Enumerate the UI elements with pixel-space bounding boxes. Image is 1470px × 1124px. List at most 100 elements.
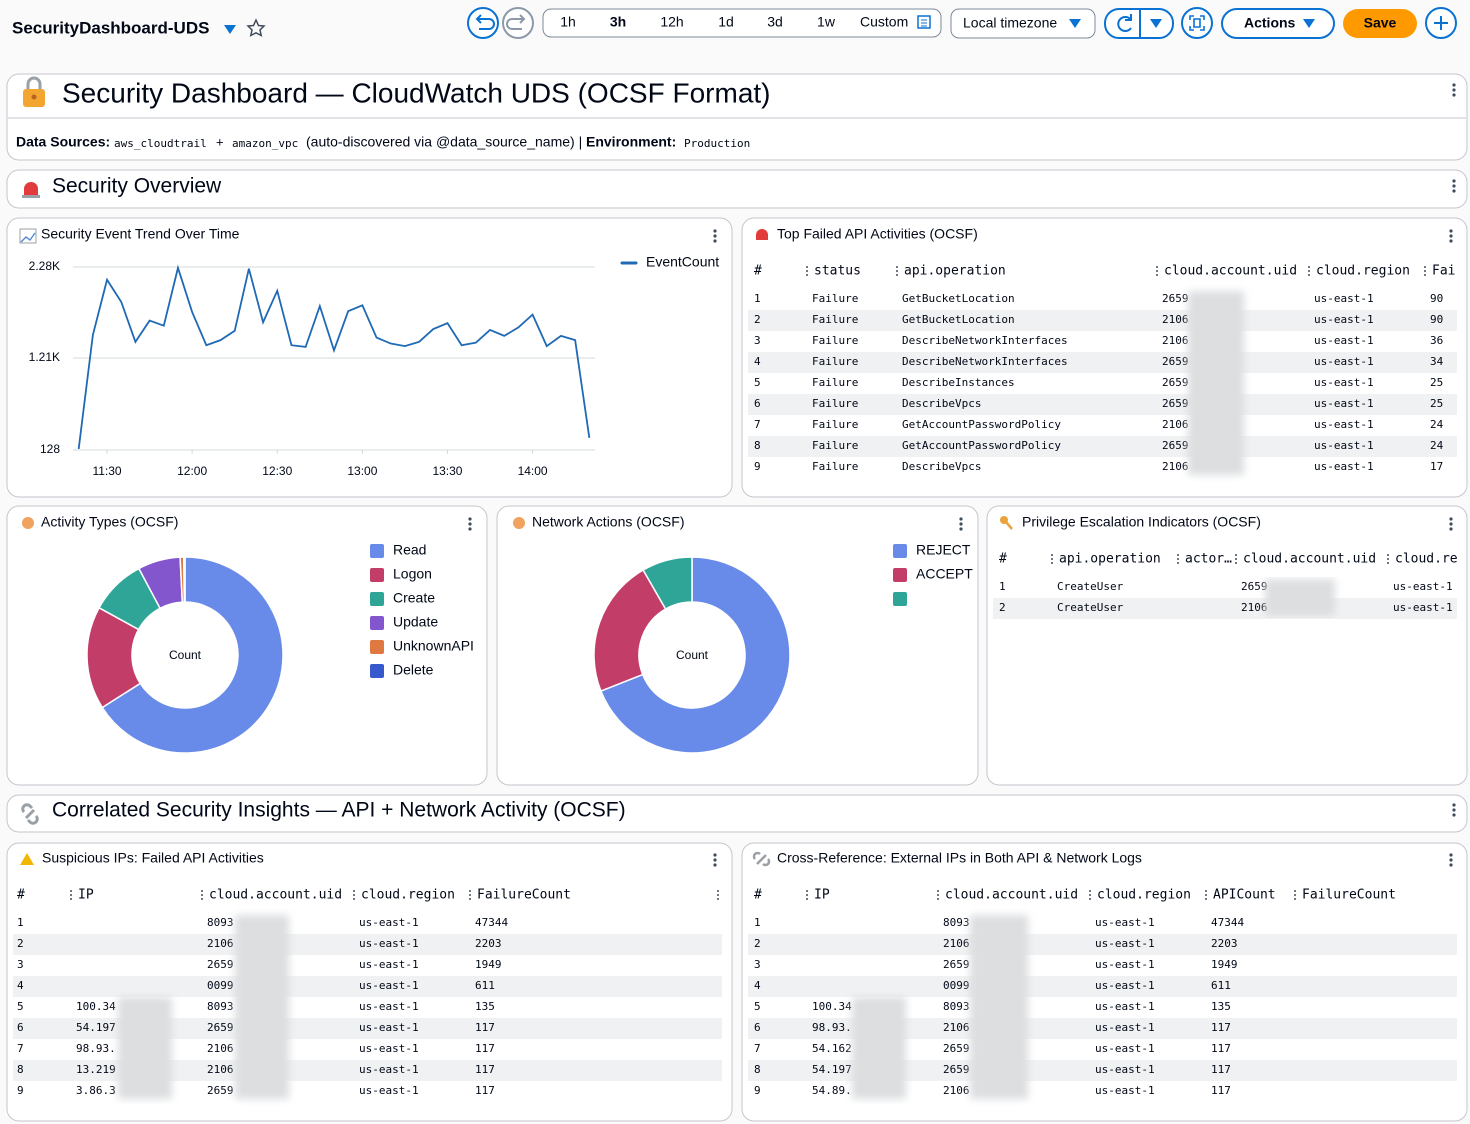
siren-base	[22, 195, 40, 198]
table-cell: 0099	[207, 979, 234, 992]
table-cell: us-east-1	[1095, 916, 1155, 929]
table-cell: 2106	[207, 1042, 234, 1055]
column-header: cloud.region	[1316, 264, 1410, 279]
custom-range[interactable]: Custom	[860, 14, 908, 30]
table-cell: Failure	[812, 313, 858, 326]
column-separator	[469, 890, 471, 892]
column-separator	[1308, 270, 1310, 272]
time-range-option[interactable]: 1d	[718, 14, 734, 30]
table-cell: GetAccountPasswordPolicy	[902, 418, 1061, 431]
column-header: cloud.account.uid	[209, 888, 342, 903]
column-separator	[1205, 894, 1207, 896]
timezone-select[interactable]	[950, 8, 1096, 39]
menu-dot	[468, 527, 472, 531]
column-separator	[1177, 562, 1179, 564]
time-range-option[interactable]: 12h	[660, 14, 683, 30]
time-range-option[interactable]: 3d	[767, 14, 783, 30]
menu-dot	[1452, 813, 1456, 817]
time-range-option[interactable]: 1h	[560, 14, 576, 30]
table-cell: 2106	[943, 1021, 970, 1034]
x-tick-label: 13:00	[347, 464, 377, 478]
column-header: cloud.region	[1097, 888, 1191, 903]
save-button[interactable]	[1343, 9, 1417, 38]
table-cell: 2106	[943, 937, 970, 950]
table-cell: 47344	[475, 916, 508, 929]
row-stripe	[748, 394, 1457, 415]
pie-icon	[513, 517, 525, 529]
time-range-option[interactable]: 3h	[610, 14, 626, 30]
source-name: amazon_vpc	[232, 137, 298, 150]
table-cell: us-east-1	[1314, 376, 1374, 389]
table-cell: 2106	[943, 1084, 970, 1097]
table-cell: 2203	[475, 937, 502, 950]
table-cell: 117	[475, 1021, 495, 1034]
table-cell: us-east-1	[359, 1042, 419, 1055]
widget-title: Top Failed API Activities (OCSF)	[777, 226, 978, 242]
siren-icon	[24, 182, 38, 195]
table-cell: Failure	[812, 292, 858, 305]
table-cell: 100.34	[76, 1000, 116, 1013]
x-tick-label: 11:30	[92, 464, 121, 478]
column-separator	[201, 898, 203, 900]
chart-icon	[20, 232, 36, 243]
column-separator	[201, 894, 203, 896]
column-separator	[1235, 554, 1237, 556]
table-cell: us-east-1	[359, 958, 419, 971]
column-header: cloud.re	[1395, 552, 1458, 567]
table-cell: 5	[754, 1000, 761, 1013]
table-cell: 6	[754, 397, 761, 410]
timezone-label: Local timezone	[963, 15, 1057, 31]
table-cell: us-east-1	[1393, 580, 1453, 593]
table-cell: 2106	[1162, 313, 1189, 326]
star-icon[interactable]	[246, 18, 266, 37]
table-cell: 7	[754, 418, 761, 431]
column-separator	[806, 894, 808, 896]
row-stripe	[748, 352, 1457, 373]
column-separator	[896, 270, 898, 272]
column-separator	[1051, 562, 1053, 564]
table-cell: 117	[475, 1084, 495, 1097]
panel	[6, 794, 1468, 833]
table-cell: 3	[754, 334, 761, 347]
column-separator	[353, 894, 355, 896]
widget-title: Activity Types (OCSF)	[41, 514, 178, 530]
table-cell: us-east-1	[1095, 1000, 1155, 1013]
pie-slice	[183, 556, 186, 603]
table-cell: GetBucketLocation	[902, 292, 1015, 305]
table-cell: 8093	[943, 916, 970, 929]
table-cell: 2106	[1162, 418, 1189, 431]
panel	[986, 505, 1468, 786]
table-cell: 36	[1430, 334, 1443, 347]
undo-button[interactable]	[467, 7, 499, 39]
menu-dot	[1449, 853, 1453, 857]
table-cell: 611	[475, 979, 495, 992]
table-cell: 6	[17, 1021, 24, 1034]
fullscreen-button[interactable]	[1181, 7, 1213, 39]
table-cell: Failure	[812, 376, 858, 389]
pie-center-label: Count	[169, 648, 202, 662]
table-cell: 8	[17, 1063, 24, 1076]
table-cell: 5	[17, 1000, 24, 1013]
column-separator	[1294, 890, 1296, 892]
actions-button[interactable]	[1221, 8, 1335, 39]
table-cell: 611	[1211, 979, 1231, 992]
pie-slice	[101, 556, 284, 754]
dashboard-title: SecurityDashboard-UDS	[12, 18, 209, 37]
column-header: cloud.account.uid	[1164, 264, 1297, 279]
menu-dot	[468, 517, 472, 521]
row-stripe	[748, 934, 1457, 955]
menu-dot	[1449, 522, 1453, 526]
table-cell: 98.93.	[76, 1042, 116, 1055]
table-cell: 24	[1430, 418, 1444, 431]
table-cell: 2106	[207, 937, 234, 950]
source-name: aws_cloudtrail	[114, 137, 207, 150]
redo-button[interactable]	[502, 7, 534, 39]
x-tick-label: 12:30	[262, 464, 292, 478]
table-cell: 2	[17, 937, 24, 950]
table-cell: 1949	[475, 958, 502, 971]
table-cell: 1	[17, 916, 24, 929]
time-range-option[interactable]: 1w	[817, 14, 836, 30]
table-cell: us-east-1	[1095, 937, 1155, 950]
menu-dot	[468, 522, 472, 526]
table-cell: 117	[475, 1063, 495, 1076]
